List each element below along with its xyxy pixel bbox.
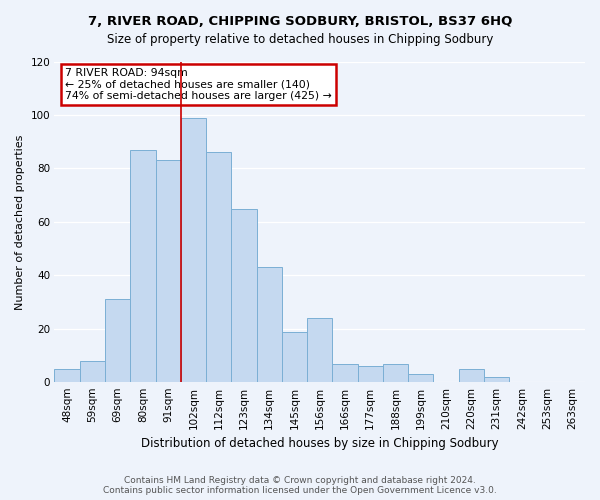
Bar	[307, 318, 332, 382]
Bar	[458, 369, 484, 382]
Bar	[232, 208, 257, 382]
X-axis label: Distribution of detached houses by size in Chipping Sodbury: Distribution of detached houses by size …	[141, 437, 499, 450]
Bar	[408, 374, 433, 382]
Bar	[155, 160, 181, 382]
Bar	[383, 364, 408, 382]
Bar	[206, 152, 232, 382]
Bar	[130, 150, 155, 382]
Bar	[484, 377, 509, 382]
Bar	[80, 361, 105, 382]
Bar	[105, 300, 130, 382]
Bar	[55, 369, 80, 382]
Bar	[282, 332, 307, 382]
Y-axis label: Number of detached properties: Number of detached properties	[15, 134, 25, 310]
Text: Size of property relative to detached houses in Chipping Sodbury: Size of property relative to detached ho…	[107, 32, 493, 46]
Text: 7 RIVER ROAD: 94sqm
← 25% of detached houses are smaller (140)
74% of semi-detac: 7 RIVER ROAD: 94sqm ← 25% of detached ho…	[65, 68, 332, 101]
Text: Contains HM Land Registry data © Crown copyright and database right 2024.
Contai: Contains HM Land Registry data © Crown c…	[103, 476, 497, 495]
Bar	[332, 364, 358, 382]
Text: 7, RIVER ROAD, CHIPPING SODBURY, BRISTOL, BS37 6HQ: 7, RIVER ROAD, CHIPPING SODBURY, BRISTOL…	[88, 15, 512, 28]
Bar	[257, 268, 282, 382]
Bar	[181, 118, 206, 382]
Bar	[358, 366, 383, 382]
